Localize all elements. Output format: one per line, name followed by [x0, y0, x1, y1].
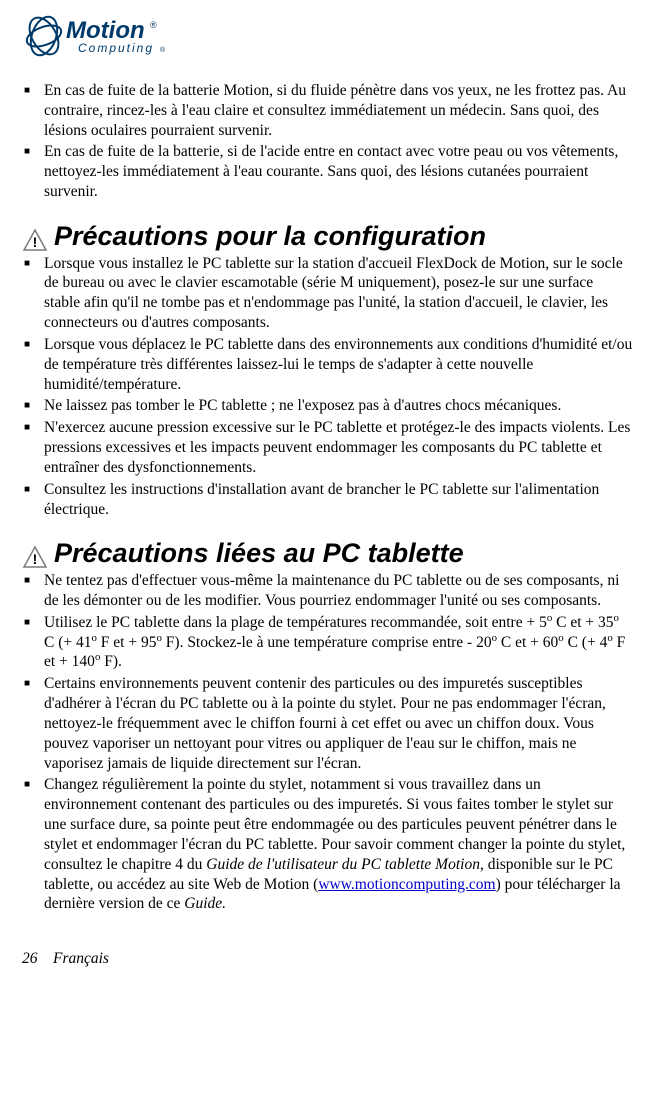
list-item: Ne tentez pas d'effectuer vous-même la m…: [22, 571, 633, 611]
motion-computing-logo: Motion ® Computing ®: [22, 14, 177, 58]
svg-text:!: !: [33, 551, 38, 567]
temp-text-part: F).: [100, 653, 122, 670]
list-item: En cas de fuite de la batterie, si de l'…: [22, 142, 633, 201]
list-item: En cas de fuite de la batterie Motion, s…: [22, 81, 633, 140]
tablette-bullet-list: Ne tentez pas d'effectuer vous-même la m…: [22, 571, 633, 914]
page-footer: 26 Français: [22, 950, 633, 968]
list-item: Consultez les instructions d'installatio…: [22, 480, 633, 520]
bullet-text: Certains environnements peuvent contenir…: [44, 675, 606, 771]
list-item: Certains environnements peuvent contenir…: [22, 674, 633, 773]
list-item-stylet: Changez régulièrement la pointe du style…: [22, 775, 633, 914]
warning-icon: !: [22, 545, 48, 569]
section-heading-tablette: ! Précautions liées au PC tablette: [22, 539, 633, 569]
top-bullet-list: En cas de fuite de la batterie Motion, s…: [22, 81, 633, 202]
svg-text:®: ®: [150, 20, 157, 30]
warning-icon: !: [22, 228, 48, 252]
bullet-text: N'exercez aucune pression excessive sur …: [44, 419, 630, 476]
svg-text:Motion: Motion: [66, 17, 145, 44]
svg-text:!: !: [33, 234, 38, 250]
svg-text:Computing: Computing: [78, 41, 154, 55]
page-number: 26: [22, 950, 38, 967]
bullet-text: Consultez les instructions d'installatio…: [44, 481, 599, 518]
temp-text-part: C et + 60: [497, 634, 558, 651]
motion-computing-link[interactable]: www.motioncomputing.com: [318, 876, 495, 893]
svg-text:®: ®: [160, 46, 166, 54]
temp-text-part: C (+ 41: [44, 634, 92, 651]
temp-text-part: C (+ 4: [564, 634, 608, 651]
bullet-text: En cas de fuite de la batterie Motion, s…: [44, 82, 626, 139]
bullet-text: Ne laissez pas tomber le PC tablette ; n…: [44, 397, 561, 414]
list-item: Ne laissez pas tomber le PC tablette ; n…: [22, 396, 633, 416]
degree-superscript: o: [614, 612, 619, 624]
guide-word-italic: Guide.: [184, 895, 226, 912]
bullet-text: Lorsque vous déplacez le PC tablette dan…: [44, 336, 632, 393]
document-page: Motion ® Computing ® En cas de fuite de …: [0, 0, 655, 1118]
footer-language-label: Français: [53, 950, 109, 967]
temp-text-part: F et + 95: [97, 634, 157, 651]
list-item-temperature: Utilisez le PC tablette dans la plage de…: [22, 613, 633, 672]
heading-text: Précautions liées au PC tablette: [54, 539, 464, 569]
list-item: Lorsque vous déplacez le PC tablette dan…: [22, 335, 633, 394]
list-item: N'exercez aucune pression excessive sur …: [22, 418, 633, 477]
logo: Motion ® Computing ®: [22, 14, 633, 63]
section-heading-configuration: ! Précautions pour la configuration: [22, 222, 633, 252]
temp-text-part: F). Stockez-le à une température compris…: [162, 634, 492, 651]
bullet-text: Lorsque vous installez le PC tablette su…: [44, 255, 623, 331]
temp-text-part: Utilisez le PC tablette dans la plage de…: [44, 614, 547, 631]
list-item: Lorsque vous installez le PC tablette su…: [22, 254, 633, 333]
bullet-text: En cas de fuite de la batterie, si de l'…: [44, 143, 618, 200]
temp-text-part: C et + 35: [552, 614, 613, 631]
bullet-text: Ne tentez pas d'effectuer vous-même la m…: [44, 572, 619, 609]
guide-title-italic: Guide de l'utilisateur du PC tablette Mo…: [206, 856, 480, 873]
configuration-bullet-list: Lorsque vous installez le PC tablette su…: [22, 254, 633, 520]
heading-text: Précautions pour la configuration: [54, 222, 486, 252]
